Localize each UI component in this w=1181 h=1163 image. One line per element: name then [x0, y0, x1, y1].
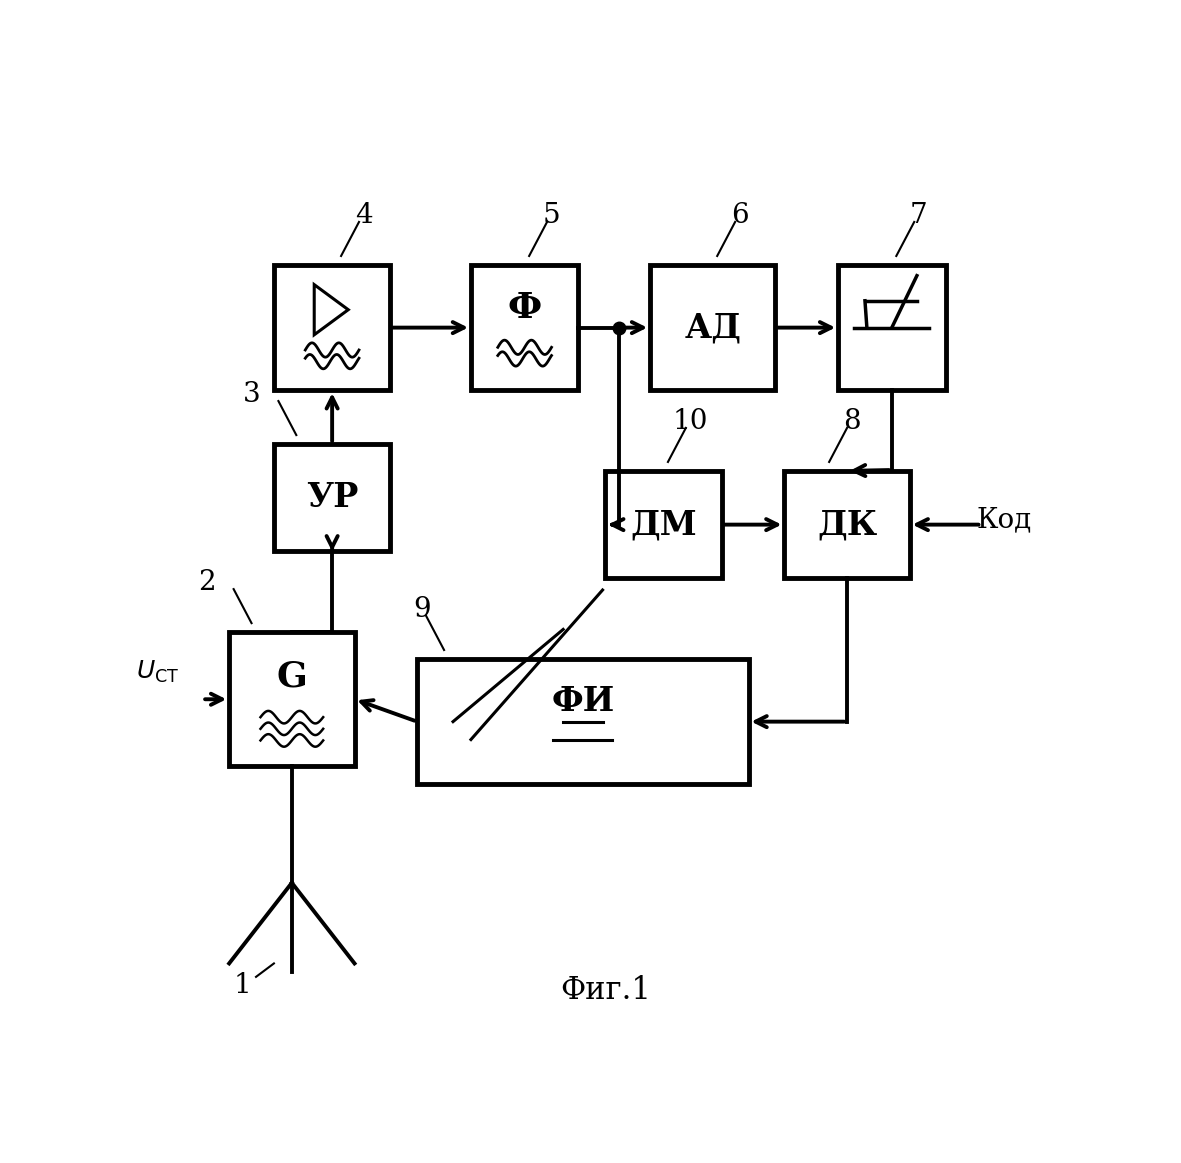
Text: Код: Код — [977, 507, 1031, 534]
Text: 7: 7 — [909, 202, 927, 229]
Text: 3: 3 — [243, 381, 260, 408]
Text: ДМ: ДМ — [631, 508, 697, 541]
Bar — [274, 444, 391, 551]
Text: G: G — [276, 659, 307, 694]
Text: 1: 1 — [234, 972, 252, 999]
Text: $U_{\rm СТ}$: $U_{\rm СТ}$ — [136, 659, 180, 685]
Bar — [471, 265, 579, 391]
Text: ФИ: ФИ — [552, 685, 614, 719]
Bar — [229, 633, 354, 766]
Text: 9: 9 — [413, 597, 431, 623]
Text: АД: АД — [684, 312, 742, 344]
Text: Ф: Ф — [508, 291, 542, 324]
Text: 6: 6 — [731, 202, 749, 229]
Bar — [605, 471, 722, 578]
Text: ДК: ДК — [817, 508, 877, 541]
Text: 8: 8 — [843, 408, 860, 435]
Bar — [784, 471, 909, 578]
Text: 2: 2 — [198, 570, 216, 597]
Text: Фиг.1: Фиг.1 — [560, 975, 651, 1006]
Bar — [274, 265, 391, 391]
Text: 5: 5 — [543, 202, 560, 229]
Bar — [417, 659, 749, 784]
Text: 4: 4 — [354, 202, 372, 229]
Text: УР: УР — [306, 481, 358, 514]
Text: 10: 10 — [673, 408, 709, 435]
Bar — [650, 265, 776, 391]
Bar — [839, 265, 946, 391]
